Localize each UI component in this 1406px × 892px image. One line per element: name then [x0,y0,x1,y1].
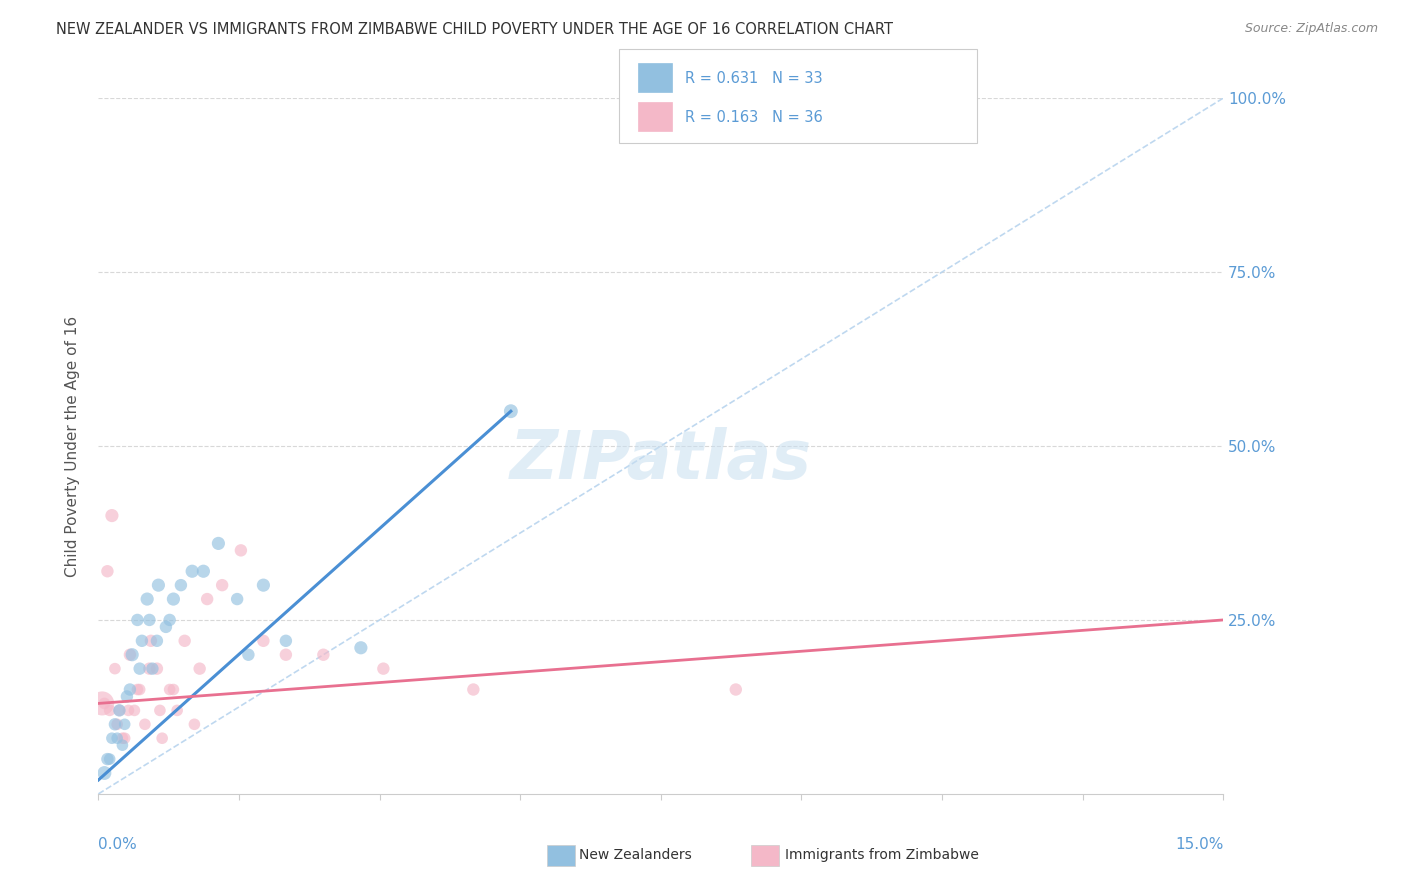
Point [499,404,522,418]
Point [373,662,395,676]
Text: R = 0.631   N = 33: R = 0.631 N = 33 [685,71,823,87]
Point [124,703,146,717]
Point [111,738,134,752]
Point [463,682,485,697]
Point [138,613,160,627]
Point [96,564,118,578]
Point [118,648,141,662]
Point [131,633,153,648]
Point [350,640,373,655]
Point [118,682,141,697]
Point [117,703,139,717]
Point [141,662,163,676]
Point [162,682,184,697]
Point [207,536,229,550]
Point [128,682,150,697]
Text: New Zealanders: New Zealanders [579,848,692,863]
Point [96,752,118,766]
Point [274,648,297,662]
Point [173,633,195,648]
Point [114,731,136,746]
Point [211,578,233,592]
Text: Source: ZipAtlas.com: Source: ZipAtlas.com [1244,22,1378,36]
Point [252,578,274,592]
Point [166,703,188,717]
Point [136,592,159,607]
Point [188,662,211,676]
Point [98,703,121,717]
Point [146,662,169,676]
Text: 0.0%: 0.0% [98,838,138,852]
Point [148,578,170,592]
Text: ZIPatlas: ZIPatlas [510,427,811,493]
Text: NEW ZEALANDER VS IMMIGRANTS FROM ZIMBABWE CHILD POVERTY UNDER THE AGE OF 16 CORR: NEW ZEALANDER VS IMMIGRANTS FROM ZIMBABW… [56,22,893,37]
Point [93,697,115,711]
Point [101,731,124,746]
Point [121,648,143,662]
Point [170,578,193,592]
Point [104,717,127,731]
Y-axis label: Child Poverty Under the Age of 16: Child Poverty Under the Age of 16 [65,316,80,576]
Point [98,752,121,766]
Point [115,690,138,704]
Point [108,703,131,717]
Point [181,564,204,578]
Text: R = 0.163   N = 36: R = 0.163 N = 36 [685,111,823,126]
Point [127,682,149,697]
Point [183,717,205,731]
Point [138,662,160,676]
Point [105,731,128,746]
Point [104,662,127,676]
Point [111,731,134,746]
Point [193,564,215,578]
Point [229,543,252,558]
Point [139,633,162,648]
Point [226,592,249,607]
Point [159,613,181,627]
Point [101,508,124,523]
Point [150,731,173,746]
Point [159,682,181,697]
Point [134,717,156,731]
Point [91,697,114,711]
Point [155,620,177,634]
Point [238,648,260,662]
Text: 15.0%: 15.0% [1175,838,1223,852]
Point [149,703,172,717]
Point [162,592,184,607]
Point [105,717,128,731]
Point [312,648,335,662]
Point [114,717,136,731]
Point [724,682,747,697]
Point [274,633,297,648]
Point [127,613,149,627]
Point [108,703,131,717]
Text: Immigrants from Zimbabwe: Immigrants from Zimbabwe [785,848,979,863]
Point [195,592,218,607]
Point [128,662,150,676]
Point [93,766,115,780]
Point [252,633,274,648]
Point [146,633,169,648]
